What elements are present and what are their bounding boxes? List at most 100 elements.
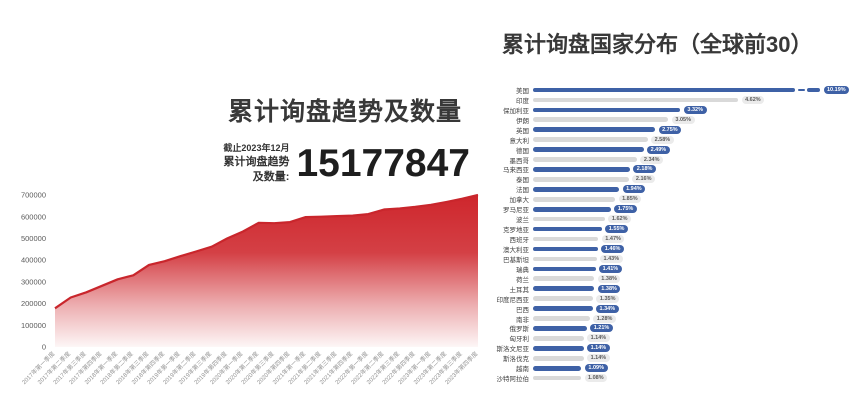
country-label: 澳大利亚 [503, 246, 529, 254]
value-badge: 1.85% [618, 195, 642, 204]
country-label: 德国 [516, 147, 529, 155]
bar-track: 2.34% [533, 155, 852, 164]
country-bar [533, 216, 605, 222]
y-tick-label: 700000 [21, 191, 46, 200]
y-tick-label: 100000 [21, 321, 46, 330]
area-fill [55, 195, 478, 347]
country-label: 伊朗 [516, 117, 529, 125]
bar-track: 2.49% [533, 145, 852, 154]
total-stat: 截止2023年12月 累计询盘趋势及数量: 15177847 [215, 142, 470, 185]
value-badge: 2.34% [640, 155, 663, 164]
country-row: 保加利亚 3.32% [490, 105, 852, 115]
value-badge: 1.75% [614, 205, 637, 214]
bar-track: 2.18% [533, 165, 852, 174]
country-row: 沙特阿拉伯 1.08% [490, 373, 852, 383]
value-badge: 1.62% [608, 215, 631, 224]
y-tick-label: 200000 [21, 299, 46, 308]
country-row: 泰国 2.16% [490, 174, 852, 184]
country-row: 伊朗 3.05% [490, 115, 852, 125]
bar-track: 1.38% [533, 284, 852, 293]
area-chart: 0 100000 200000 300000 400000 500000 600000 700… [0, 180, 492, 410]
country-bar [533, 326, 587, 331]
axis-break-icon [797, 88, 805, 91]
bar-track: 1.34% [533, 304, 852, 313]
country-bar [533, 97, 739, 103]
country-label: 南非 [516, 316, 529, 324]
country-label: 斯洛文尼亚 [496, 346, 530, 354]
country-row: 法国 1.94% [490, 184, 852, 194]
country-row: 澳大利亚 1.46% [490, 244, 852, 254]
country-bar [533, 346, 584, 351]
country-bar [533, 206, 611, 212]
value-badge: 4.62% [741, 95, 765, 104]
country-bar [533, 226, 602, 232]
bar-track: 1.08% [533, 374, 852, 383]
country-row: 罗马尼亚 1.75% [490, 204, 852, 214]
country-bar [533, 137, 648, 142]
country-row: 克罗地亚 1.55% [490, 224, 852, 234]
country-row: 意大利 2.58% [490, 135, 852, 145]
country-row: 土耳其 1.38% [490, 284, 852, 294]
country-row: 瑞典 1.41% [490, 264, 852, 274]
country-label: 越南 [516, 366, 529, 374]
bar-track: 3.32% [533, 105, 852, 114]
value-badge: 1.38% [597, 274, 621, 283]
country-label: 巴基斯坦 [503, 256, 529, 264]
bar-track: 2.58% [533, 135, 852, 144]
value-badge: 1.94% [622, 185, 646, 194]
value-badge: 1.47% [601, 235, 625, 244]
country-label: 马来西亚 [503, 167, 529, 175]
country-bar [533, 375, 581, 381]
country-row: 德国 2.49% [490, 145, 852, 155]
country-row: 波兰 1.62% [490, 214, 852, 224]
country-label: 法国 [516, 187, 529, 195]
value-badge: 1.08% [584, 374, 608, 383]
value-badge: 2.58% [651, 135, 674, 144]
as-of-label: 截止2023年12月 [223, 143, 290, 153]
country-bar [533, 306, 593, 311]
country-label: 瑞典 [516, 266, 529, 274]
country-bar [533, 117, 669, 123]
country-label: 波兰 [516, 217, 529, 225]
country-row: 俄罗斯 1.21% [490, 324, 852, 333]
value-badge: 1.14% [587, 344, 610, 353]
bar-track: 1.47% [533, 235, 852, 244]
country-label: 墨西哥 [509, 157, 530, 165]
trend-chart-title: 累计询盘趋势及数量 [227, 98, 462, 126]
country-bar [533, 246, 598, 252]
country-bar [533, 167, 630, 172]
bar-track: 1.46% [533, 244, 852, 253]
bar-track: 1.94% [533, 185, 852, 194]
country-bar [533, 316, 590, 321]
value-badge: 1.28% [593, 314, 616, 323]
value-badge: 1.46% [601, 244, 624, 253]
bar-track: 2.16% [533, 175, 852, 184]
bar-track: 1.43% [533, 254, 852, 263]
bar-track: 1.28% [533, 314, 852, 323]
country-label: 克罗地亚 [503, 227, 529, 235]
y-tick-label: 300000 [21, 277, 46, 286]
country-row: 马来西亚 2.18% [490, 165, 852, 175]
country-label: 印度尼西亚 [496, 296, 530, 304]
country-label: 西班牙 [509, 237, 530, 245]
country-label: 印度 [516, 97, 529, 105]
country-label: 罗马尼亚 [503, 207, 529, 215]
value-badge: 1.09% [584, 364, 608, 373]
country-row: 英国 2.75% [490, 125, 852, 135]
bar-track: 4.62% [533, 95, 852, 104]
country-row: 匈牙利 1.14% [490, 333, 852, 343]
country-bar-chart: 美国 10.19% 印度 4.62% 保加利亚 3.32% 伊朗 3.05% 英国 2.75% 意大… [490, 85, 852, 397]
country-bar [533, 355, 584, 361]
country-bar [533, 177, 629, 182]
country-bar [533, 147, 644, 152]
country-bar [533, 276, 595, 282]
country-row: 印度尼西亚 1.35% [490, 294, 852, 304]
y-tick-label: 400000 [21, 256, 46, 265]
y-tick-label: 500000 [21, 234, 46, 243]
country-bar-tail [807, 87, 820, 93]
value-badge: 10.19% [823, 85, 850, 94]
country-label: 沙特阿拉伯 [496, 376, 530, 384]
country-bar [533, 336, 584, 341]
bar-track: 1.21% [533, 324, 852, 333]
